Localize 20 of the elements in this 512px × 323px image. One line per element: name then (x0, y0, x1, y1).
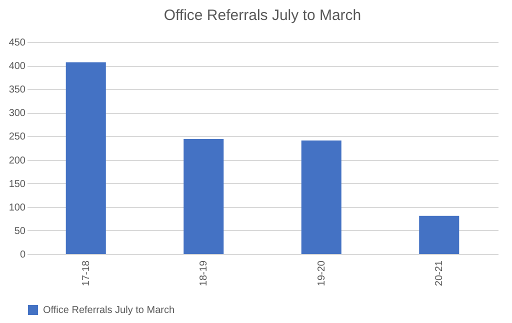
y-tick-label: 450 (8, 38, 26, 48)
y-tick-label: 300 (8, 108, 26, 120)
x-tick-label: 17-18 (80, 260, 92, 286)
x-tick-label: 18-19 (198, 260, 210, 286)
y-tick-label: 150 (8, 178, 26, 190)
y-tick-label: 250 (8, 132, 26, 143)
x-tick-label: 20-21 (434, 260, 446, 286)
chart-title: Office Referrals July to March (164, 7, 362, 24)
y-tick-label: 350 (8, 84, 26, 96)
y-tick-label: 0 (20, 250, 26, 260)
y-tick-label: 200 (8, 155, 26, 166)
y-tick-label: 400 (8, 61, 26, 72)
y-tick-label: 50 (14, 226, 26, 237)
legend-label: Office Referrals July to March (43, 305, 175, 316)
bar (184, 139, 224, 254)
bar (66, 62, 106, 254)
bar (419, 216, 460, 254)
bar (301, 140, 342, 254)
y-tick-label: 100 (8, 202, 26, 214)
x-tick-label: 19-20 (316, 260, 328, 286)
